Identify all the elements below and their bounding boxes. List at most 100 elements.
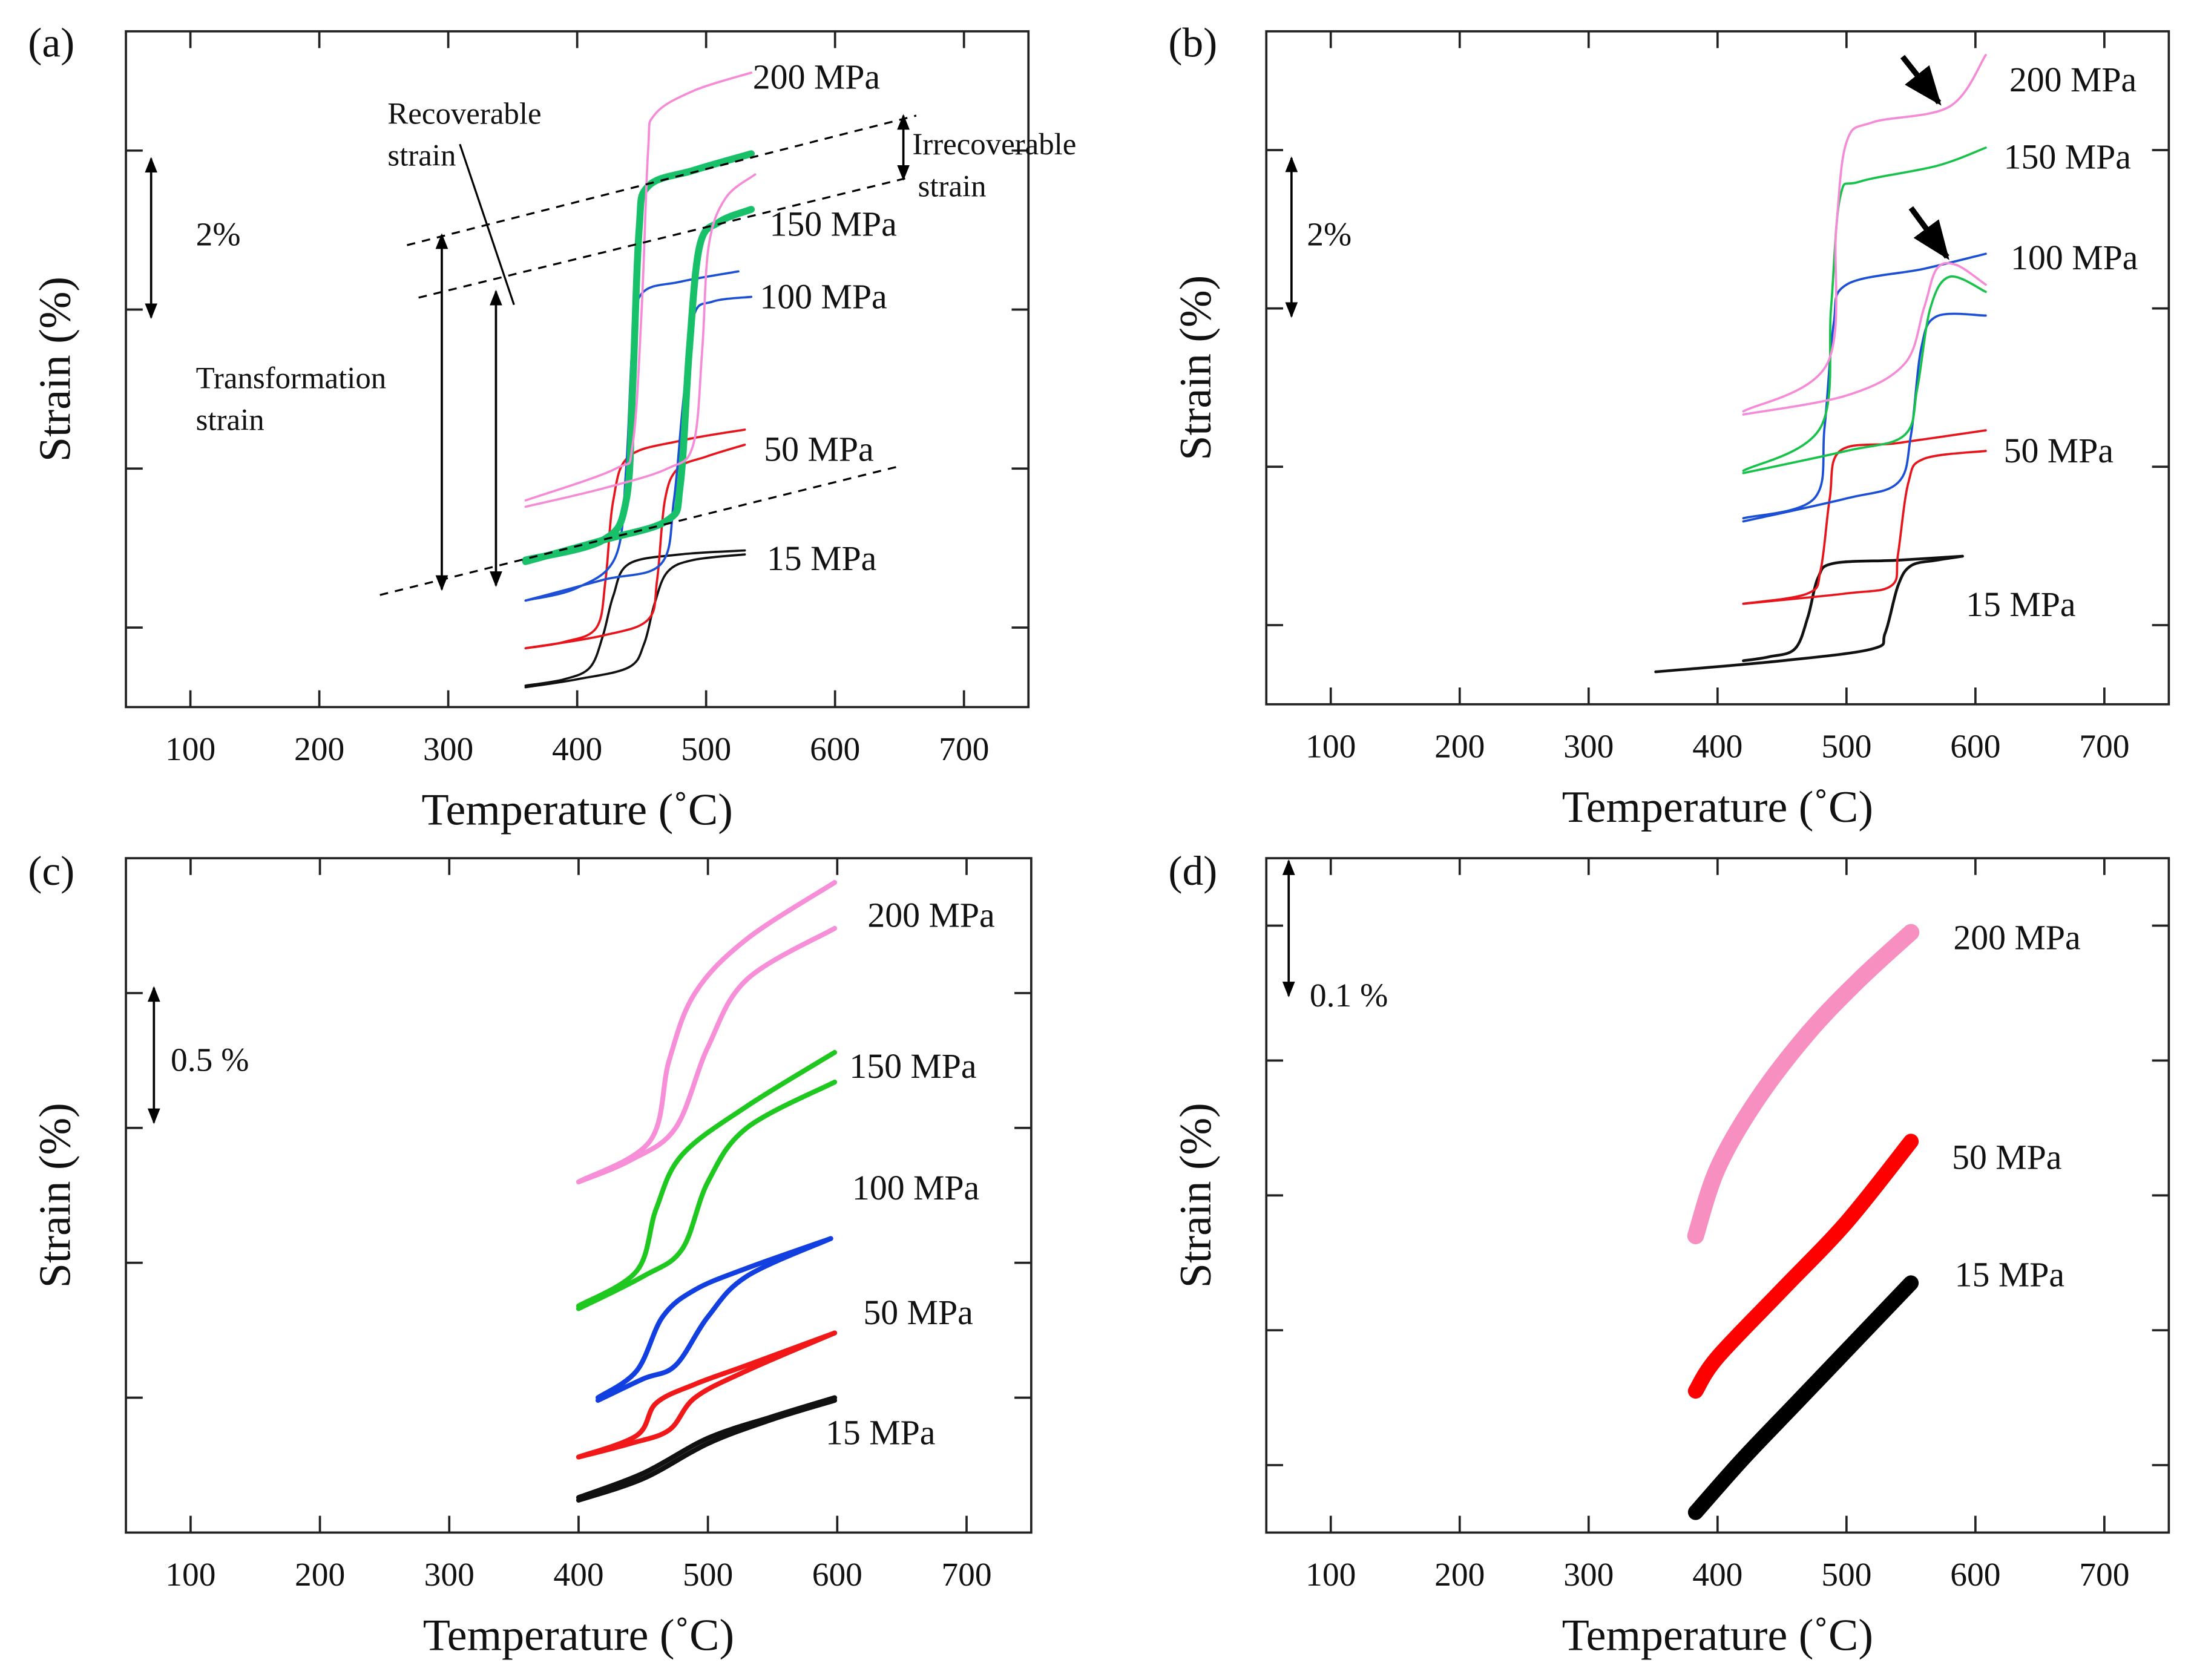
series-15-mpa: 15 MPa [1654, 554, 2076, 674]
x-tick-label: 400 [552, 731, 602, 768]
series-15-mpa: 15 MPa [576, 1395, 935, 1503]
x-tick-label: 500 [683, 1557, 733, 1593]
series-label: 100 MPa [852, 1169, 979, 1207]
annotation-transformation: strain [196, 404, 264, 438]
x-tick-label: 300 [423, 731, 473, 768]
panel-label: (a) [28, 19, 74, 66]
x-tick-label: 200 [1434, 1557, 1485, 1593]
plot-frame [1265, 857, 2170, 1534]
series-100-mpa: 100 MPa [524, 270, 887, 602]
cooling-curve [1742, 146, 1987, 472]
dashed-middle-line [418, 176, 909, 299]
panel-d: (d) 100 200 300 400 500 600 700 Temperature (˚C)… [1168, 848, 2170, 1661]
x-tick-label: 600 [1950, 1557, 2000, 1593]
series-150-mpa: 150 MPa [576, 1047, 977, 1311]
series-label: 15 MPa [767, 539, 876, 578]
panel-a: (a) 100 200 300 400 500 600 700 Temperature (˚C)… [28, 19, 1076, 835]
x-tick-label: 600 [812, 1557, 862, 1593]
y-axis-title: Strain (%) [31, 277, 80, 462]
series-label: 200 MPa [1953, 918, 2080, 957]
annotation-irrecoverable: strain [918, 170, 987, 204]
cooling-curve [524, 549, 746, 687]
y-axis-title: Strain (%) [1171, 275, 1221, 461]
x-tick-label: 100 [1306, 1557, 1356, 1593]
cooling-curve [576, 1330, 838, 1460]
heating-curve [576, 925, 838, 1184]
x-tick-label: 200 [295, 1557, 345, 1593]
cooling-curve [576, 880, 838, 1184]
x-axis-title: Temperature (˚C) [1562, 783, 1873, 832]
x-axis-title: Temperature (˚C) [423, 1611, 734, 1661]
heating-curve [1687, 1275, 1919, 1520]
x-tick-label: 300 [1563, 1557, 1614, 1593]
heating-curve [524, 173, 757, 508]
heating-curve [1742, 261, 1987, 416]
dashed-upper-line [407, 114, 917, 246]
series-label: 50 MPa [863, 1293, 973, 1332]
cooling-curve [576, 1049, 838, 1309]
series-15-mpa: 15 MPa [1687, 1255, 2064, 1520]
x-tick-label: 500 [1821, 729, 1871, 766]
x-tick-label: 700 [2079, 1557, 2129, 1593]
x-tick-label: 300 [1563, 729, 1614, 766]
heating-curve [1742, 450, 1987, 605]
series-label: 200 MPa [753, 58, 880, 97]
panel-label: (c) [28, 848, 74, 894]
series-label: 15 MPa [1955, 1255, 2064, 1294]
x-tick-label: 400 [553, 1557, 603, 1593]
onset-arrow-200mpa [1900, 54, 1942, 106]
series-label: 50 MPa [2004, 431, 2114, 470]
heating-curve [1742, 312, 1987, 523]
series-label: 50 MPa [1952, 1138, 2061, 1176]
series-label: 200 MPa [867, 896, 994, 934]
cooling-curve [524, 428, 746, 650]
series-200-mpa: 200 MPa [1742, 54, 2137, 416]
cooling-curve [595, 1236, 833, 1400]
series-100-mpa: 100 MPa [595, 1169, 979, 1403]
cooling-curve [524, 71, 753, 502]
series-200-mpa: 200 MPa [576, 880, 995, 1184]
x-tick-label: 100 [1306, 729, 1356, 766]
recoverable-leader-line [459, 143, 515, 306]
cooling-curve [522, 150, 755, 564]
x-tick-label: 100 [165, 731, 215, 768]
scale-bar-label: 0.1 % [1310, 977, 1388, 1014]
x-tick-label: 700 [941, 1557, 991, 1593]
scale-bar-label: 0.5 % [171, 1042, 249, 1078]
series-label: 100 MPa [760, 277, 887, 316]
series-label: 100 MPa [2011, 238, 2138, 277]
x-axis-title: Temperature (˚C) [1562, 1611, 1873, 1661]
x-tick-label: 600 [1950, 729, 2000, 766]
y-axis-title: Strain (%) [1171, 1103, 1221, 1288]
x-tick-label: 200 [1434, 729, 1485, 766]
cooling-curve [576, 1395, 838, 1500]
series-label: 15 MPa [826, 1414, 935, 1452]
series-label: 15 MPa [1966, 585, 2075, 624]
series-50-mpa: 50 MPa [1687, 1134, 2061, 1399]
series-label: 200 MPa [2009, 61, 2137, 99]
scale-bar-label: 2% [1307, 216, 1352, 253]
x-tick-label: 400 [1692, 729, 1742, 766]
cooling-curve [1742, 252, 1987, 520]
series-label: 50 MPa [764, 430, 873, 468]
x-tick-label: 300 [424, 1557, 475, 1593]
heating-curve [524, 444, 746, 650]
scale-bar-label: 2% [196, 216, 241, 253]
dashed-baseline [379, 465, 900, 596]
x-tick-label: 700 [2079, 729, 2129, 766]
x-tick-label: 500 [681, 731, 731, 768]
annotation-recoverable: Recoverable [387, 97, 541, 131]
x-tick-label: 100 [165, 1557, 215, 1593]
y-axis-title: Strain (%) [31, 1103, 80, 1288]
heating-curve [576, 1079, 838, 1311]
heating-curve [1687, 924, 1920, 1244]
cooling-curve [1742, 54, 1987, 413]
series-50-mpa: 50 MPa [576, 1293, 973, 1460]
heating-curve [1742, 275, 1987, 474]
series-label: 150 MPa [770, 205, 897, 243]
series-100-mpa: 100 MPa [1742, 238, 2138, 523]
series-150-mpa: 150 MPa [1742, 137, 2131, 474]
series-label: 150 MPa [2004, 137, 2131, 176]
heating-curve [576, 1330, 838, 1460]
series-200-mpa: 200 MPa [524, 58, 880, 508]
